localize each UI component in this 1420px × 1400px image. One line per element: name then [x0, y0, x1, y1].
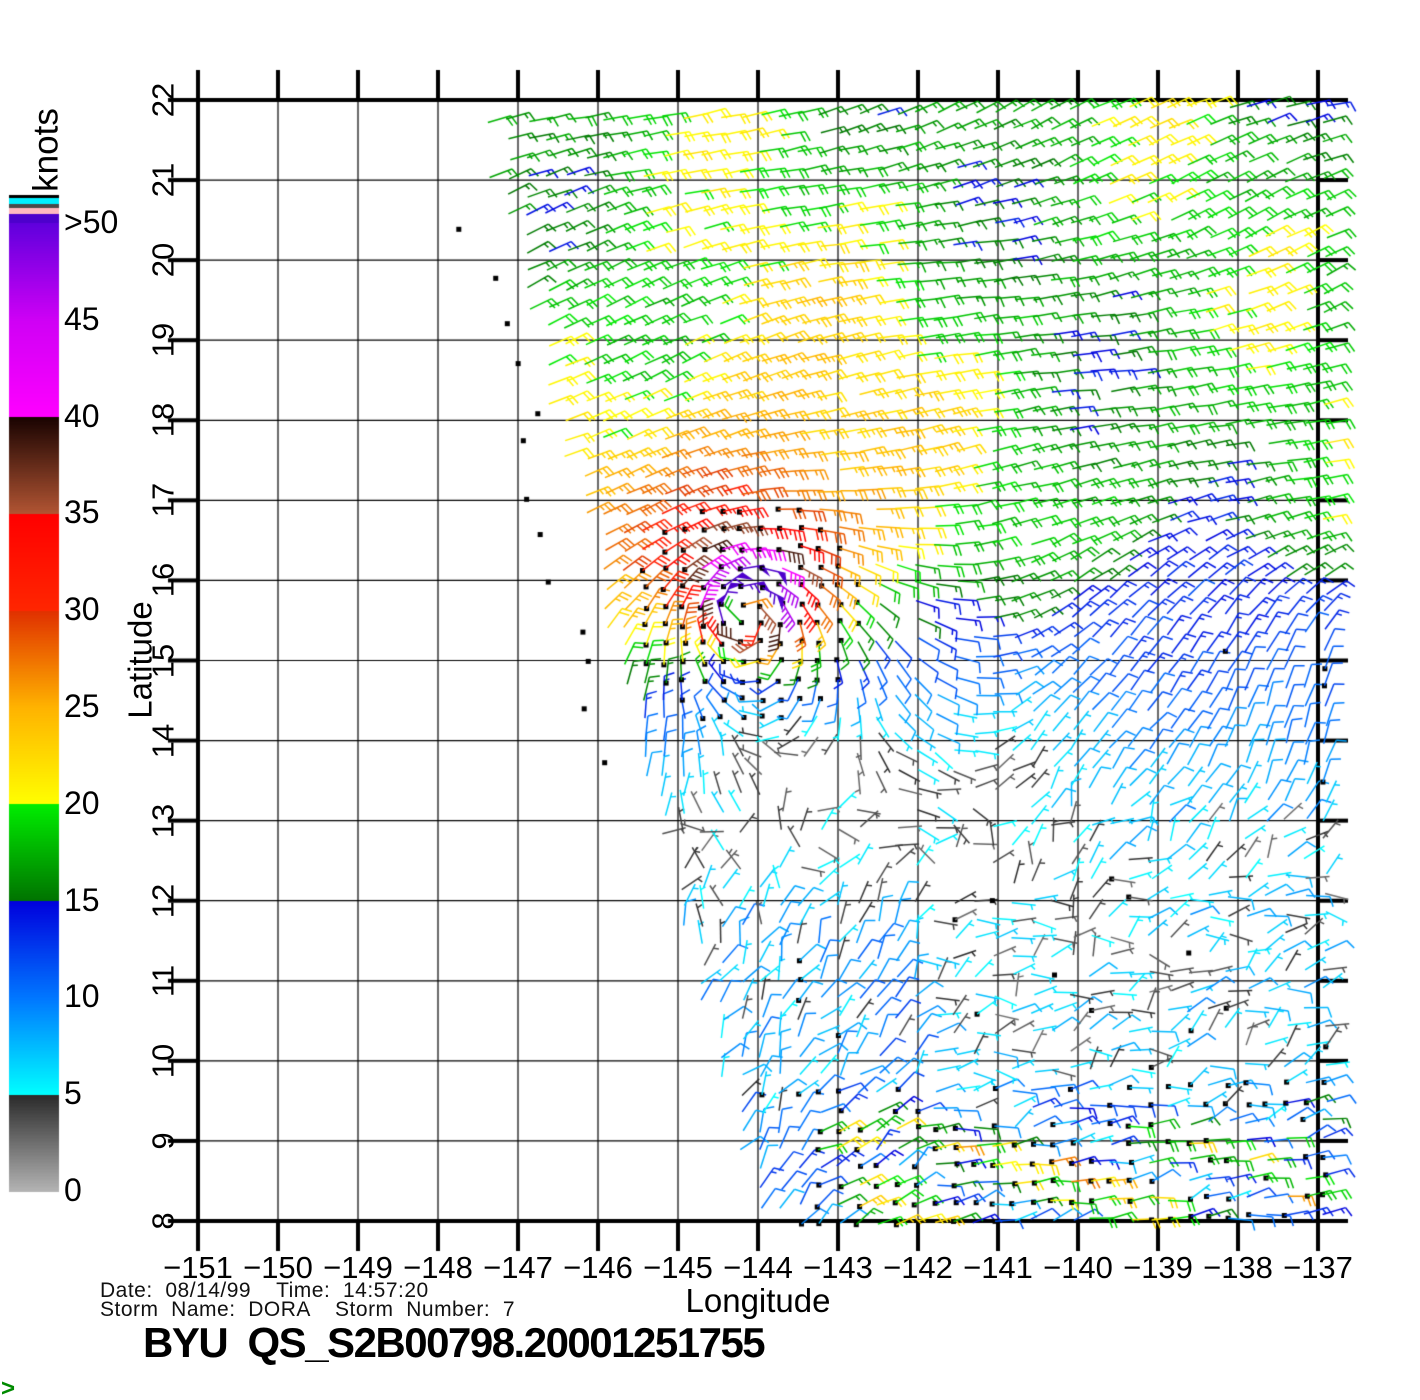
colorbar-tick-label: 10: [64, 978, 100, 1015]
colorbar-tick-label: 5: [64, 1075, 82, 1112]
y-tick-label: 10: [145, 1043, 181, 1079]
y-tick-label: 22: [145, 82, 181, 118]
x-tick-label: −137: [1283, 1250, 1353, 1285]
date-time-line: Date: 08/14/99 Time: 14:57:20: [100, 1279, 429, 1302]
x-tick-label: −147: [483, 1250, 553, 1285]
y-tick-label: 21: [145, 162, 181, 198]
x-tick-label: −141: [963, 1250, 1033, 1285]
x-tick-label: −146: [563, 1250, 633, 1285]
x-tick-label: −145: [643, 1250, 713, 1285]
y-tick-label: 16: [145, 563, 181, 598]
y-tick-label: 14: [145, 723, 181, 758]
colorbar-tick-label: 45: [64, 301, 100, 337]
colorbar-tick-label: >50: [64, 204, 119, 241]
colorbar-tick-label: 30: [64, 591, 100, 628]
y-tick-label: 12: [145, 883, 181, 918]
colorbar-tick-label: 0: [64, 1172, 82, 1209]
storm-info-line: Storm Name: DORA Storm Number: 7: [100, 1298, 516, 1321]
x-tick-label: −151: [163, 1250, 233, 1285]
y-tick-label: 8: [145, 1212, 181, 1230]
colorbar-tick-label: 15: [64, 881, 100, 918]
y-tick-label: 17: [145, 483, 181, 518]
x-tick-label: −144: [723, 1250, 793, 1285]
y-tick-label: 18: [145, 403, 181, 438]
x-tick-label: −148: [403, 1250, 473, 1285]
colorbar-title: knots: [26, 108, 66, 192]
y-tick-label: 20: [145, 242, 181, 278]
y-tick-label: 13: [145, 803, 181, 838]
colorbar-tick-label: 25: [64, 688, 100, 725]
x-tick-label: −143: [803, 1250, 873, 1285]
x-tick-label: −138: [1203, 1250, 1273, 1285]
y-tick-label: 9: [145, 1132, 181, 1150]
colorbar-tick-label: 20: [64, 785, 100, 821]
corner-mark: >: [1, 1375, 16, 1400]
colorbar-tick-label: 40: [64, 397, 100, 434]
x-axis-title: Longitude: [685, 1282, 831, 1319]
y-tick-label: 15: [145, 643, 181, 678]
product-title: BYU QS_S2B00798.20001251755: [143, 1319, 766, 1366]
x-tick-label: −140: [1043, 1250, 1113, 1285]
x-tick-label: −139: [1123, 1250, 1193, 1285]
x-tick-label: −149: [323, 1250, 393, 1285]
x-tick-label: −150: [243, 1250, 313, 1285]
colorbar-tick-label: 35: [64, 494, 100, 531]
x-tick-label: −142: [883, 1250, 953, 1285]
y-tick-label: 11: [145, 964, 181, 997]
y-tick-label: 19: [145, 322, 181, 358]
